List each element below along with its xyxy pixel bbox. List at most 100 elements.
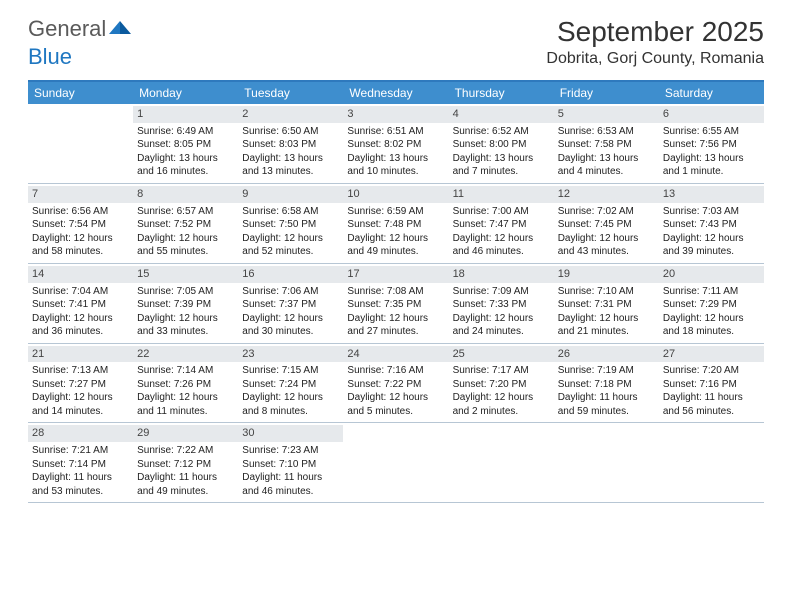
- sunset-text: Sunset: 7:35 PM: [347, 298, 444, 312]
- day-number: 5: [554, 106, 659, 123]
- daylight-text: Daylight: 13 hours and 13 minutes.: [242, 152, 339, 179]
- logo-triangle-icon: [109, 19, 131, 40]
- day-cell: 4Sunrise: 6:52 AMSunset: 8:00 PMDaylight…: [449, 104, 554, 183]
- sunrise-text: Sunrise: 6:52 AM: [453, 125, 550, 139]
- day-cell: 18Sunrise: 7:09 AMSunset: 7:33 PMDayligh…: [449, 264, 554, 343]
- sunset-text: Sunset: 7:18 PM: [558, 378, 655, 392]
- day-number: 11: [449, 186, 554, 203]
- daylight-text: Daylight: 11 hours and 49 minutes.: [137, 471, 234, 498]
- sunrise-text: Sunrise: 6:55 AM: [663, 125, 760, 139]
- day-cell: 22Sunrise: 7:14 AMSunset: 7:26 PMDayligh…: [133, 344, 238, 423]
- sunset-text: Sunset: 7:24 PM: [242, 378, 339, 392]
- daylight-text: Daylight: 12 hours and 27 minutes.: [347, 312, 444, 339]
- daylight-text: Daylight: 12 hours and 24 minutes.: [453, 312, 550, 339]
- day-number: 25: [449, 346, 554, 363]
- sunrise-text: Sunrise: 6:58 AM: [242, 205, 339, 219]
- sunrise-text: Sunrise: 7:22 AM: [137, 444, 234, 458]
- sunrise-text: Sunrise: 7:19 AM: [558, 364, 655, 378]
- day-number: 1: [133, 106, 238, 123]
- day-cell: 21Sunrise: 7:13 AMSunset: 7:27 PMDayligh…: [28, 344, 133, 423]
- daylight-text: Daylight: 11 hours and 53 minutes.: [32, 471, 129, 498]
- daylight-text: Daylight: 12 hours and 14 minutes.: [32, 391, 129, 418]
- sunset-text: Sunset: 7:29 PM: [663, 298, 760, 312]
- day-number: 19: [554, 266, 659, 283]
- day-number: 10: [343, 186, 448, 203]
- day-number: 23: [238, 346, 343, 363]
- day-number: 28: [28, 425, 133, 442]
- day-number: 14: [28, 266, 133, 283]
- sunset-text: Sunset: 7:22 PM: [347, 378, 444, 392]
- sunset-text: Sunset: 7:20 PM: [453, 378, 550, 392]
- daylight-text: Daylight: 13 hours and 16 minutes.: [137, 152, 234, 179]
- sunrise-text: Sunrise: 7:00 AM: [453, 205, 550, 219]
- weekday-header: Saturday: [659, 82, 764, 104]
- daylight-text: Daylight: 12 hours and 21 minutes.: [558, 312, 655, 339]
- sunset-text: Sunset: 7:33 PM: [453, 298, 550, 312]
- sunrise-text: Sunrise: 7:13 AM: [32, 364, 129, 378]
- day-cell: 8Sunrise: 6:57 AMSunset: 7:52 PMDaylight…: [133, 184, 238, 263]
- day-cell: [449, 423, 554, 502]
- sunset-text: Sunset: 8:05 PM: [137, 138, 234, 152]
- sunrise-text: Sunrise: 7:14 AM: [137, 364, 234, 378]
- sunset-text: Sunset: 7:58 PM: [558, 138, 655, 152]
- week-row: 7Sunrise: 6:56 AMSunset: 7:54 PMDaylight…: [28, 184, 764, 264]
- sunrise-text: Sunrise: 6:50 AM: [242, 125, 339, 139]
- day-cell: 1 Sunrise: 6:49 AMSunset: 8:05 PMDaylight…: [133, 104, 238, 183]
- weekday-header: Monday: [133, 82, 238, 104]
- daylight-text: Daylight: 12 hours and 58 minutes.: [32, 232, 129, 259]
- sunrise-text: Sunrise: 6:53 AM: [558, 125, 655, 139]
- sunrise-text: Sunrise: 7:17 AM: [453, 364, 550, 378]
- sunset-text: Sunset: 7:48 PM: [347, 218, 444, 232]
- sunset-text: Sunset: 8:02 PM: [347, 138, 444, 152]
- sunrise-text: Sunrise: 6:49 AM: [137, 125, 234, 139]
- day-number: 17: [343, 266, 448, 283]
- daylight-text: Daylight: 13 hours and 10 minutes.: [347, 152, 444, 179]
- day-number: 7: [28, 186, 133, 203]
- day-cell: 12Sunrise: 7:02 AMSunset: 7:45 PMDayligh…: [554, 184, 659, 263]
- sunrise-text: Sunrise: 7:16 AM: [347, 364, 444, 378]
- day-number: 24: [343, 346, 448, 363]
- sunset-text: Sunset: 7:52 PM: [137, 218, 234, 232]
- sunrise-text: Sunrise: 7:05 AM: [137, 285, 234, 299]
- logo: General: [28, 16, 131, 42]
- daylight-text: Daylight: 13 hours and 7 minutes.: [453, 152, 550, 179]
- sunrise-text: Sunrise: 7:09 AM: [453, 285, 550, 299]
- daylight-text: Daylight: 12 hours and 5 minutes.: [347, 391, 444, 418]
- week-row: 21Sunrise: 7:13 AMSunset: 7:27 PMDayligh…: [28, 344, 764, 424]
- day-cell: 6Sunrise: 6:55 AMSunset: 7:56 PMDaylight…: [659, 104, 764, 183]
- sunset-text: Sunset: 7:12 PM: [137, 458, 234, 472]
- sunrise-text: Sunrise: 6:59 AM: [347, 205, 444, 219]
- daylight-text: Daylight: 12 hours and 33 minutes.: [137, 312, 234, 339]
- logo-text-general: General: [28, 16, 106, 42]
- day-cell: 10 Sunrise: 6:59 AMSunset: 7:48 PMDayligh…: [343, 184, 448, 263]
- page-title: September 2025: [546, 16, 764, 48]
- day-cell: 25Sunrise: 7:17 AMSunset: 7:20 PMDayligh…: [449, 344, 554, 423]
- header: General September 2025 Dobrita, Gorj Cou…: [0, 0, 792, 74]
- sunrise-text: Sunrise: 7:23 AM: [242, 444, 339, 458]
- sunrise-text: Sunrise: 7:11 AM: [663, 285, 760, 299]
- day-number: 2: [238, 106, 343, 123]
- day-number: 26: [554, 346, 659, 363]
- daylight-text: Daylight: 12 hours and 2 minutes.: [453, 391, 550, 418]
- day-cell: 30Sunrise: 7:23 AMSunset: 7:10 PMDayligh…: [238, 423, 343, 502]
- daylight-text: Daylight: 12 hours and 55 minutes.: [137, 232, 234, 259]
- weekday-header: Thursday: [449, 82, 554, 104]
- daylight-text: Daylight: 12 hours and 8 minutes.: [242, 391, 339, 418]
- daylight-text: Daylight: 11 hours and 59 minutes.: [558, 391, 655, 418]
- weekday-header: Friday: [554, 82, 659, 104]
- sunrise-text: Sunrise: 7:02 AM: [558, 205, 655, 219]
- daylight-text: Daylight: 12 hours and 52 minutes.: [242, 232, 339, 259]
- day-cell: 15Sunrise: 7:05 AMSunset: 7:39 PMDayligh…: [133, 264, 238, 343]
- sunset-text: Sunset: 7:54 PM: [32, 218, 129, 232]
- day-cell: 27Sunrise: 7:20 AMSunset: 7:16 PMDayligh…: [659, 344, 764, 423]
- daylight-text: Daylight: 13 hours and 1 minute.: [663, 152, 760, 179]
- day-cell: 20Sunrise: 7:11 AMSunset: 7:29 PMDayligh…: [659, 264, 764, 343]
- day-number: 3: [343, 106, 448, 123]
- day-cell: 9Sunrise: 6:58 AMSunset: 7:50 PMDaylight…: [238, 184, 343, 263]
- daylight-text: Daylight: 12 hours and 49 minutes.: [347, 232, 444, 259]
- day-cell: 2Sunrise: 6:50 AMSunset: 8:03 PMDaylight…: [238, 104, 343, 183]
- weekday-header: Sunday: [28, 82, 133, 104]
- sunset-text: Sunset: 7:50 PM: [242, 218, 339, 232]
- weekday-header-row: SundayMondayTuesdayWednesdayThursdayFrid…: [28, 82, 764, 104]
- day-number: 21: [28, 346, 133, 363]
